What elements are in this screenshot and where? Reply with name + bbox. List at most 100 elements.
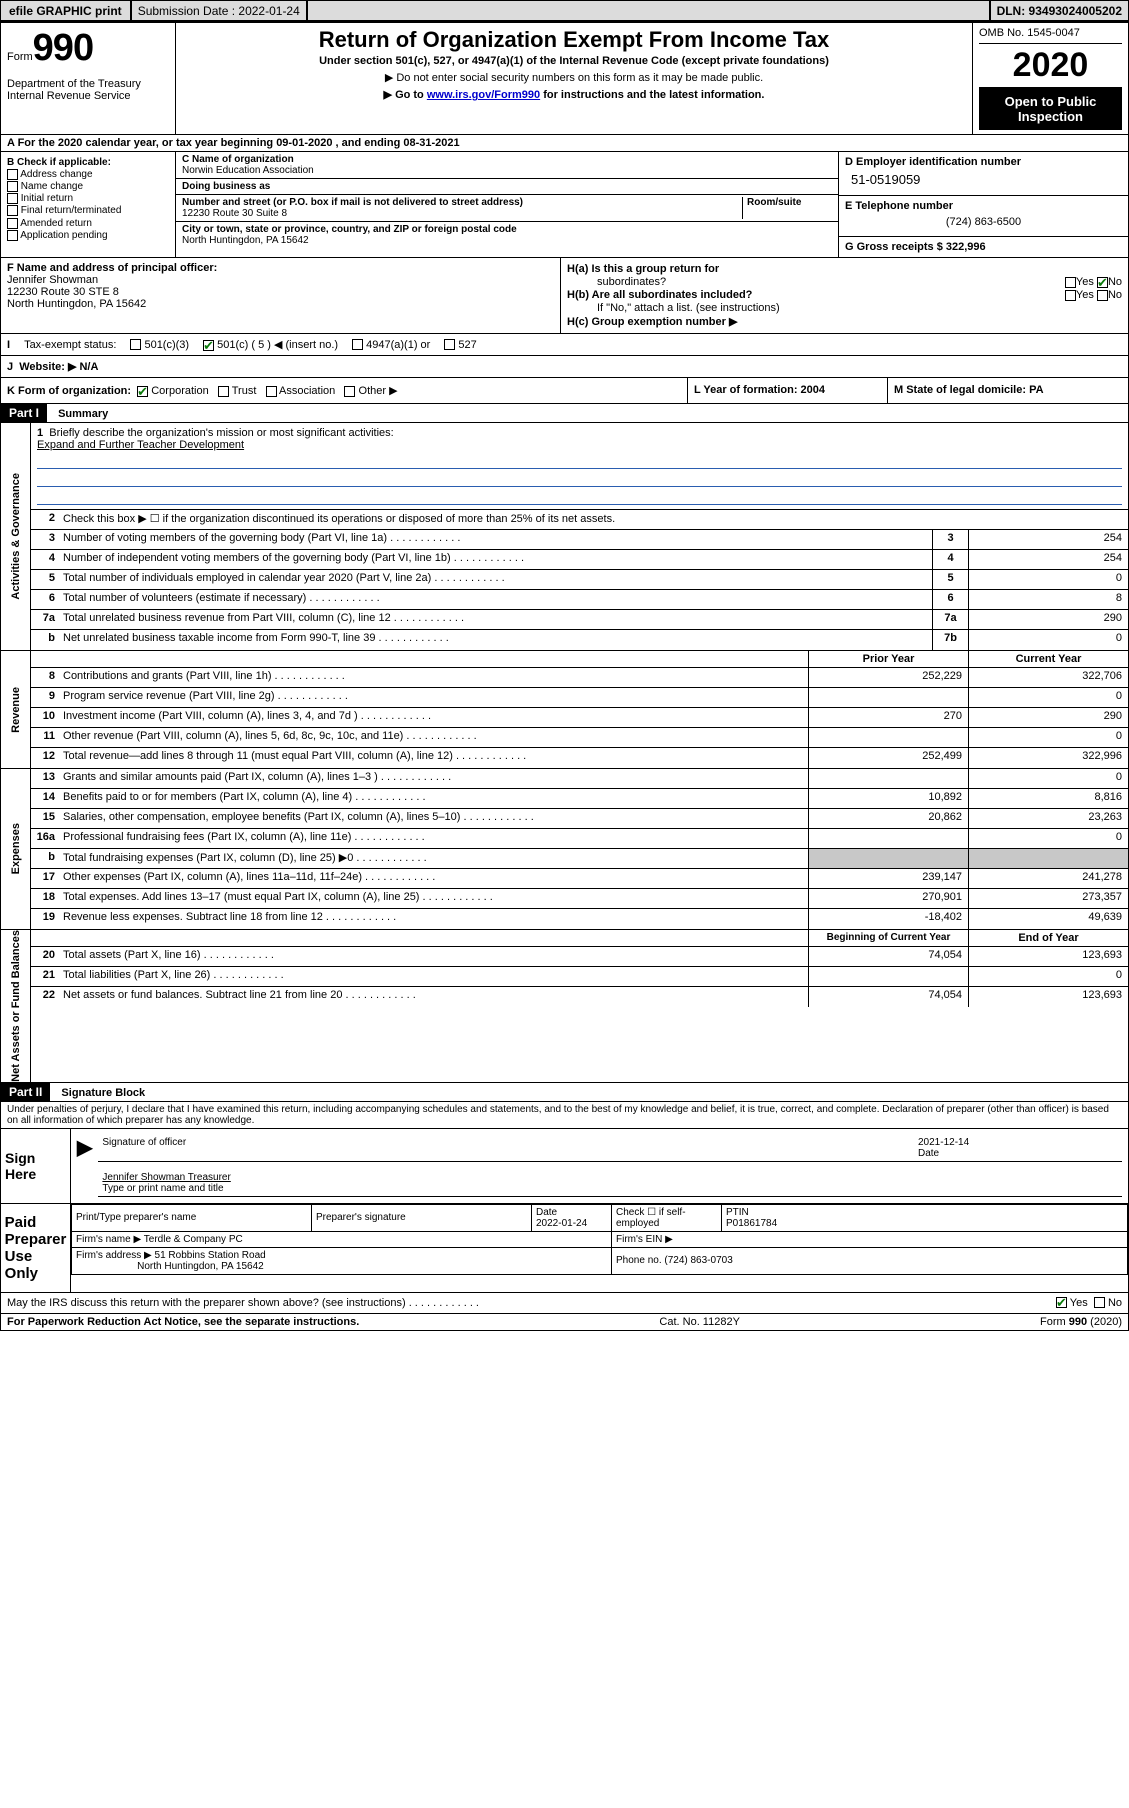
dept-treasury: Department of the Treasury Internal Reve… <box>7 78 169 102</box>
chk-corp[interactable] <box>137 386 148 397</box>
form-word: Form <box>7 51 33 63</box>
topbar: efile GRAPHIC print Submission Date : 20… <box>0 0 1129 22</box>
paid-preparer: Paid Preparer Use Only Print/Type prepar… <box>0 1204 1129 1293</box>
title-row: Form990 Department of the Treasury Inter… <box>0 22 1129 135</box>
submission-date: Submission Date : 2022-01-24 <box>131 0 307 21</box>
part1-badge: Part I <box>1 404 47 422</box>
footer: For Paperwork Reduction Act Notice, see … <box>0 1314 1129 1331</box>
subtitle-1: Under section 501(c), 527, or 4947(a)(1)… <box>182 55 966 67</box>
ha-no[interactable] <box>1097 277 1108 288</box>
city-state-zip: North Huntingdon, PA 15642 <box>182 235 832 246</box>
h-b2: If "No," attach a list. (see instruction… <box>567 302 1122 314</box>
summary-row: 12Total revenue—add lines 8 through 11 (… <box>31 748 1128 768</box>
c-addr: Number and street (or P.O. box if mail i… <box>176 195 838 222</box>
ein-value: 51-0519059 <box>845 168 1122 191</box>
efile-print-button[interactable]: efile GRAPHIC print <box>0 0 131 21</box>
main-title: Return of Organization Exempt From Incom… <box>176 23 973 134</box>
chk-4947[interactable] <box>352 339 363 350</box>
part-2-header: Part II Signature Block <box>0 1083 1129 1102</box>
section-l: L Year of formation: 2004 <box>688 378 888 403</box>
omb-cell: OMB No. 1545-0047 2020 Open to Public In… <box>973 23 1128 134</box>
section-deg: D Employer identification number 51-0519… <box>838 152 1128 257</box>
d-ein: D Employer identification number 51-0519… <box>839 152 1128 196</box>
tax-year: 2020 <box>979 44 1122 88</box>
hdr-prior: Prior Year <box>808 651 968 667</box>
city-lbl: City or town, state or province, country… <box>182 224 832 235</box>
arrow-icon: ▶ <box>77 1135 92 1197</box>
section-c: C Name of organization Norwin Education … <box>176 152 838 257</box>
summary-row: bTotal fundraising expenses (Part IX, co… <box>31 849 1128 869</box>
h-b: H(b) Are all subordinates included? Yes … <box>567 289 1122 301</box>
line-a: A For the 2020 calendar year, or tax yea… <box>0 135 1129 152</box>
vlabel-ag: Activities & Governance <box>1 423 31 650</box>
open-inspection: Open to Public Inspection <box>979 88 1122 130</box>
chk-501c5[interactable] <box>203 340 214 351</box>
room-lbl: Room/suite <box>742 197 832 219</box>
ha-yes[interactable] <box>1065 277 1076 288</box>
chk-amended[interactable]: Amended return <box>7 218 169 229</box>
summary-na: Net Assets or Fund Balances Beginning of… <box>0 930 1129 1083</box>
prep-name-lbl: Print/Type preparer's name <box>72 1204 312 1231</box>
part-1-header: Part I Summary <box>0 404 1129 423</box>
summary-row: 14Benefits paid to or for members (Part … <box>31 789 1128 809</box>
summary-row: 5Total number of individuals employed in… <box>31 570 1128 590</box>
section-klm: K Form of organization: Corporation Trus… <box>0 378 1129 404</box>
summary-row: 21Total liabilities (Part X, line 26)0 <box>31 967 1128 987</box>
c-city: City or town, state or province, country… <box>176 222 838 248</box>
summary-row: 19Revenue less expenses. Subtract line 1… <box>31 909 1128 929</box>
sig-date: 2021-12-14 <box>918 1137 969 1148</box>
hb-no[interactable] <box>1097 290 1108 301</box>
discuss-no[interactable] <box>1094 1297 1105 1308</box>
sig-officer-line: Signature of officer 2021-12-14Date <box>98 1135 1122 1162</box>
line-2: 2Check this box ▶ ☐ if the organization … <box>31 510 1128 530</box>
subtitle-3: ▶ Go to www.irs.gov/Form990 for instruct… <box>182 88 966 101</box>
typed-name-line: Jennifer Showman TreasurerType or print … <box>98 1170 1122 1197</box>
c-dba: Doing business as <box>176 179 838 195</box>
topbar-spacer <box>307 0 990 21</box>
chk-name[interactable]: Name change <box>7 181 169 192</box>
footer-right: Form 990 (2020) <box>1040 1316 1122 1328</box>
chk-final[interactable]: Final return/terminated <box>7 205 169 216</box>
form-cell: Form990 Department of the Treasury Inter… <box>1 23 176 134</box>
summary-row: 3Number of voting members of the governi… <box>31 530 1128 550</box>
discuss-yes[interactable] <box>1056 1297 1067 1308</box>
c-name-lbl: C Name of organization <box>182 154 832 165</box>
summary-row: 22Net assets or fund balances. Subtract … <box>31 987 1128 1007</box>
c-name: C Name of organization Norwin Education … <box>176 152 838 179</box>
chk-501c3[interactable] <box>130 339 141 350</box>
instructions-link[interactable]: www.irs.gov/Form990 <box>427 89 540 101</box>
hdr-begin: Beginning of Current Year <box>808 930 968 946</box>
section-k: K Form of organization: Corporation Trus… <box>1 378 688 403</box>
tel-lbl: E Telephone number <box>845 200 1122 212</box>
hb-yes[interactable] <box>1065 290 1076 301</box>
chk-address[interactable]: Address change <box>7 169 169 180</box>
subtitle-2: ▶ Do not enter social security numbers o… <box>182 71 966 84</box>
summary-row: 20Total assets (Part X, line 16)74,05412… <box>31 947 1128 967</box>
firm-ein: Firm's EIN ▶ <box>612 1231 1128 1247</box>
self-employed-chk[interactable]: Check ☐ if self-employed <box>612 1204 722 1231</box>
chk-trust[interactable] <box>218 386 229 397</box>
section-j: J Website: ▶ N/A <box>0 356 1129 378</box>
chk-app-pending[interactable]: Application pending <box>7 230 169 241</box>
summary-row: 17Other expenses (Part IX, column (A), l… <box>31 869 1128 889</box>
chk-initial[interactable]: Initial return <box>7 193 169 204</box>
form-number: 990 <box>33 27 93 69</box>
h-c: H(c) Group exemption number ▶ <box>567 315 1122 328</box>
chk-other[interactable] <box>344 386 355 397</box>
chk-assoc[interactable] <box>266 386 277 397</box>
summary-rev: Revenue Prior Year Current Year 8Contrib… <box>0 651 1129 769</box>
preparer-table: Print/Type preparer's name Preparer's si… <box>71 1204 1128 1275</box>
hdr-current: Current Year <box>968 651 1128 667</box>
summary-row: 9Program service revenue (Part VIII, lin… <box>31 688 1128 708</box>
sub3-post: for instructions and the latest informat… <box>540 89 764 101</box>
summary-ag: Activities & Governance 1 Briefly descri… <box>0 423 1129 651</box>
summary-row: bNet unrelated business taxable income f… <box>31 630 1128 650</box>
part2-badge: Part II <box>1 1083 50 1101</box>
summary-row: 8Contributions and grants (Part VIII, li… <box>31 668 1128 688</box>
summary-row: 4Number of independent voting members of… <box>31 550 1128 570</box>
summary-row: 16aProfessional fundraising fees (Part I… <box>31 829 1128 849</box>
dln: DLN: 93493024005202 <box>990 0 1129 21</box>
prep-date: 2022-01-24 <box>536 1218 587 1229</box>
line-1: 1 Briefly describe the organization's mi… <box>31 423 1128 510</box>
chk-527[interactable] <box>444 339 455 350</box>
